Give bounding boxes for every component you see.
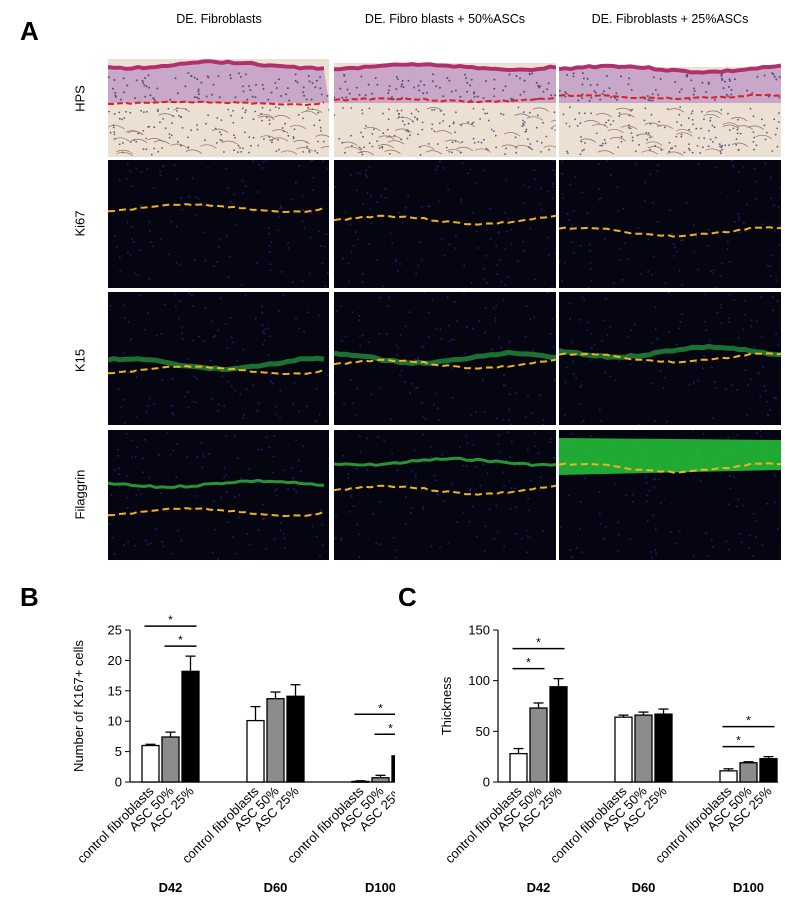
column-title-50-asc: DE. Fibro blasts + 50%ASCs (364, 12, 526, 26)
chart-b-bar (266, 698, 285, 783)
panel-c-letter: C (398, 582, 417, 612)
row-label-filaggrin: Filaggrin (72, 469, 88, 520)
chart-c-bar (759, 758, 778, 783)
chart-b-y-tick-label: 10 (108, 714, 122, 729)
chart-b-bar (246, 719, 265, 783)
chart-b-significance-star: * (388, 721, 393, 735)
chart-b-bar (141, 744, 160, 783)
panel-a-letter: A (20, 16, 39, 46)
row-label-ki67: Ki67 (72, 210, 88, 237)
micrograph-hps-col3 (559, 37, 781, 157)
chart-c-significance-star: * (526, 656, 531, 670)
row-label-hps: HPS (72, 85, 88, 112)
chart-b-significance-star: * (168, 613, 173, 627)
micrograph-filaggrin-col3 (559, 430, 781, 560)
micrograph-ki67-col3 (559, 160, 781, 288)
micrograph-hps-col1 (108, 37, 329, 157)
chart-b-bar (351, 780, 370, 783)
chart-b-bar (286, 695, 305, 783)
chart-c-bar (634, 714, 653, 783)
micrograph-ki67-col2 (334, 160, 556, 288)
chart-b-group-label: D60 (264, 880, 288, 895)
chart-b-group-label: D42 (159, 880, 183, 895)
chart-b-significance-star: * (178, 633, 183, 647)
chart-c-y-axis-title: Thickness (439, 676, 454, 735)
chart-c-significance-star: * (536, 636, 541, 650)
chart-c-y-tick-label: 150 (468, 623, 490, 638)
chart-b-bar (391, 755, 395, 783)
chart-c-bar (549, 686, 568, 783)
column-title-25-asc: DE. Fibroblasts + 25%ASCs (591, 12, 749, 26)
chart-b-y-tick-label: 25 (108, 623, 122, 638)
chart-b-y-tick-label: 5 (115, 744, 122, 759)
micrograph-filaggrin-col2 (334, 430, 556, 560)
micrograph-ki67-col1 (108, 160, 329, 288)
chart-c-bar (719, 770, 738, 783)
chart-c-bar (509, 752, 528, 783)
chart-b-bar (161, 736, 180, 783)
chart-c-y-tick-label: 100 (468, 673, 490, 688)
micrograph-k15-col2 (334, 292, 556, 425)
chart-c-bar (614, 716, 633, 783)
micrograph-k15-col3 (559, 292, 781, 425)
chart-c-group-label: D100 (733, 880, 764, 895)
chart-c-bar (529, 707, 548, 783)
micrograph-filaggrin-col1 (108, 430, 329, 560)
chart-c-significance-star: * (746, 714, 751, 728)
chart-c-y-tick-label: 50 (476, 724, 490, 739)
chart-b-bar (371, 777, 390, 783)
chart-b-significance-star: * (378, 701, 383, 715)
chart-b-y-tick-label: 0 (115, 775, 122, 790)
chart-b-y-axis-title: Number of K167+ cells (71, 640, 86, 772)
micrograph-k15-col1 (108, 292, 329, 425)
panel-b-letter: B (20, 582, 39, 612)
chart-b-group-label: D100 (365, 880, 395, 895)
chart-c-significance-star: * (736, 734, 741, 748)
chart-b-bar (181, 670, 200, 783)
chart-c-group-label: D60 (632, 880, 656, 895)
row-label-k15: K15 (72, 348, 88, 373)
chart-c-bar (739, 762, 758, 783)
chart-b-y-tick-label: 15 (108, 683, 122, 698)
micrograph-hps-col2 (334, 37, 556, 157)
column-title-fibroblasts: DE. Fibroblasts (176, 12, 262, 26)
chart-c-y-tick-label: 0 (483, 775, 490, 790)
chart-b-y-tick-label: 20 (108, 653, 122, 668)
chart-c-bar (654, 713, 673, 783)
chart-c-group-label: D42 (527, 880, 551, 895)
